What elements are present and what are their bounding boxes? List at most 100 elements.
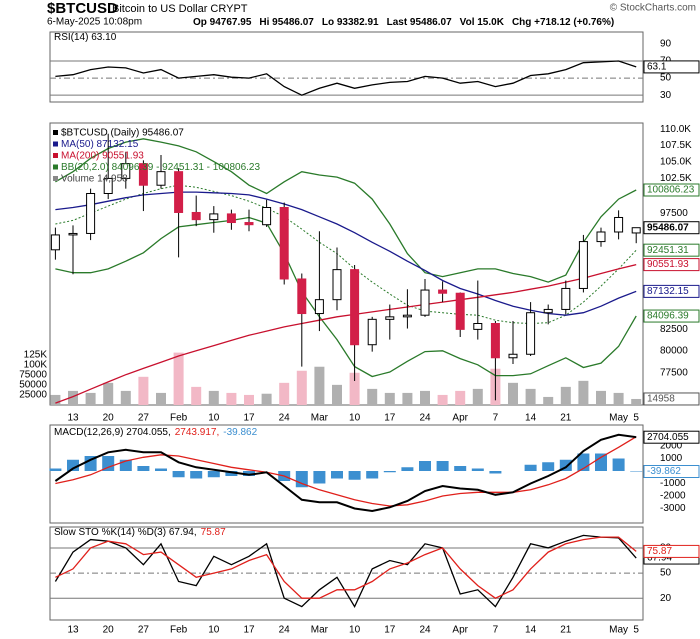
histogram-bar (190, 471, 203, 479)
volume-bar (138, 376, 149, 405)
line (55, 138, 637, 283)
y-tick-label: 90 (660, 39, 672, 50)
quote-item: Op 94767.95 (193, 17, 252, 28)
x-tick-label: 27 (138, 625, 150, 636)
candle-body (367, 318, 377, 346)
y-tick-label: 77500 (660, 367, 688, 378)
histogram-bar (542, 462, 555, 471)
value-label: 100806.23 (647, 185, 695, 196)
y-tick-label: 107.5K (660, 140, 692, 151)
quote: Op 94767.95 Hi 95486.07 Lo 93382.91 Last 95… (193, 17, 614, 28)
volume-bar (349, 372, 360, 405)
x-tick-label: 24 (419, 413, 431, 424)
volume-bar (578, 380, 589, 405)
x-tick-label: 13 (67, 413, 79, 424)
x-tick-label: 10 (349, 413, 361, 424)
y-tick-label: 125K (24, 349, 48, 360)
candle-body (279, 207, 289, 280)
value-label: 63.1 (647, 62, 667, 73)
y-tick-label: -3000 (660, 503, 686, 514)
value-label: 95486.07 (647, 222, 689, 233)
title-part: -39.862 (223, 427, 257, 438)
candle-body (314, 299, 324, 315)
candle-body (420, 289, 430, 316)
histogram-bar (401, 467, 414, 471)
histogram-bar (524, 464, 537, 471)
volume-bar (85, 392, 96, 405)
x-tick-label: 14 (525, 625, 537, 636)
candle-body (402, 314, 412, 318)
volume-bar (261, 393, 272, 405)
volume-bar (596, 390, 606, 405)
candle-body (578, 241, 588, 289)
histogram-bar (595, 453, 607, 471)
candle-body (297, 278, 307, 315)
x-tick-label: 7 (493, 625, 499, 636)
histogram-bar (383, 471, 396, 473)
value-box (643, 464, 700, 478)
candle-body (561, 287, 571, 310)
histogram-bar (207, 471, 220, 478)
candle-body (332, 269, 342, 301)
y-tick-label: 80000 (660, 345, 688, 356)
title-part: RSI(14) 63.10 (54, 32, 117, 43)
y-tick-label: 82500 (660, 324, 688, 335)
y-tick-label: 110.0K (660, 124, 691, 135)
date: 6-May-2025 10:08pm (47, 17, 142, 28)
value-label: 92451.31 (647, 245, 689, 256)
candle-body (473, 323, 483, 330)
histogram-bar (348, 471, 361, 480)
histogram-bar (366, 471, 379, 479)
volume-bar (613, 392, 624, 405)
x-tick-label: 24 (279, 413, 291, 424)
value-label: 2704.055 (647, 432, 689, 443)
legend-swatch (53, 153, 58, 158)
volume-bar (120, 390, 131, 405)
candle-body (543, 308, 553, 314)
quote-item: Hi 95486.07 (259, 17, 314, 28)
title-part: 75.87 (201, 527, 226, 538)
candle-body (174, 171, 184, 213)
legend-swatch (53, 164, 58, 170)
candle-body (68, 232, 78, 236)
histogram-bar (49, 468, 62, 471)
y-tick-label: 97500 (660, 208, 688, 219)
y-tick-label: 30 (660, 90, 672, 101)
legend-entry: MA(50) 87132.15 (61, 139, 139, 150)
line (55, 536, 637, 599)
x-tick-label: 17 (384, 625, 396, 636)
value-label: 84096.39 (647, 311, 689, 322)
volume-bar (226, 392, 237, 405)
volume-bar (244, 394, 254, 405)
value-label: 67.94 (647, 553, 672, 564)
volume-bar (208, 390, 219, 405)
credit: © StockCharts.com (610, 3, 696, 14)
volume-bar (296, 370, 307, 405)
legend-swatch (53, 176, 58, 181)
volume-bar (437, 394, 448, 405)
candle-body (138, 163, 148, 186)
symbol-name: Bitcoin to US Dollar CRYPT (112, 3, 248, 15)
y-tick-label: 25000 (19, 390, 47, 401)
y-tick-label: -2000 (660, 491, 686, 502)
panel-title: MACD(12,26,9) 2704.055, 2743.917, -39.862 (54, 427, 258, 438)
y-tick-label: 100K (24, 359, 48, 370)
line (55, 184, 637, 325)
line (55, 216, 637, 378)
volume-bar (508, 382, 518, 405)
value-box (643, 284, 700, 298)
histogram-bar (419, 461, 431, 471)
x-tick-label: 7 (493, 413, 499, 424)
x-tick-label: 17 (384, 413, 396, 424)
x-tick-label: 5 (633, 413, 639, 424)
legend-entry: MA(200) 90551.93 (61, 151, 144, 162)
value-label: 87132.15 (647, 286, 689, 297)
volume-bar (367, 388, 378, 405)
candle-body (438, 289, 448, 294)
volume-bar (173, 352, 184, 405)
panel-frame (49, 31, 644, 103)
legend-swatch (53, 141, 58, 147)
value-box (643, 243, 700, 257)
y-tick-label: 50000 (19, 379, 47, 390)
